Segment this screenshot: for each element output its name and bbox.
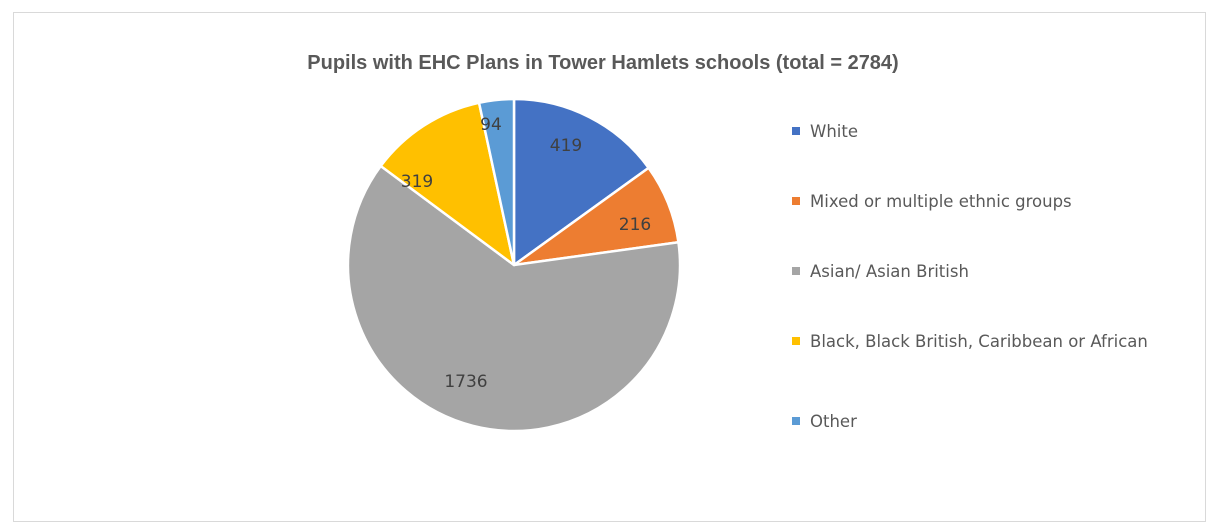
legend-label: Other: [810, 412, 857, 431]
pie-slice-white: [512, 97, 650, 267]
legend-swatch: [792, 197, 800, 205]
legend-swatch: [792, 267, 800, 275]
data-label-asian-asian-british: 1736: [444, 372, 487, 392]
chart-title: Pupils with EHC Plans in Tower Hamlets s…: [307, 52, 899, 74]
legend-label: Mixed or multiple ethnic groups: [810, 192, 1072, 211]
pie-slice-black-black-british-caribbean-or-african: [379, 101, 516, 267]
legend-label: Asian/ Asian British: [810, 262, 969, 281]
legend-label: White: [810, 122, 858, 141]
data-label-other: 94: [480, 115, 502, 135]
legend-swatch: [792, 417, 800, 425]
legend-swatch: [792, 127, 800, 135]
legend-label: Black, Black British, Caribbean or Afric…: [810, 332, 1148, 351]
data-label-black-black-british-caribbean-or-african: 319: [401, 172, 433, 192]
pie-slice-asian-asian-british: [346, 164, 682, 433]
data-label-white: 419: [550, 136, 582, 156]
pie-slice-other: [477, 97, 516, 267]
legend-swatch: [792, 337, 800, 345]
data-label-mixed-or-multiple-ethnic-groups: 216: [619, 215, 651, 235]
